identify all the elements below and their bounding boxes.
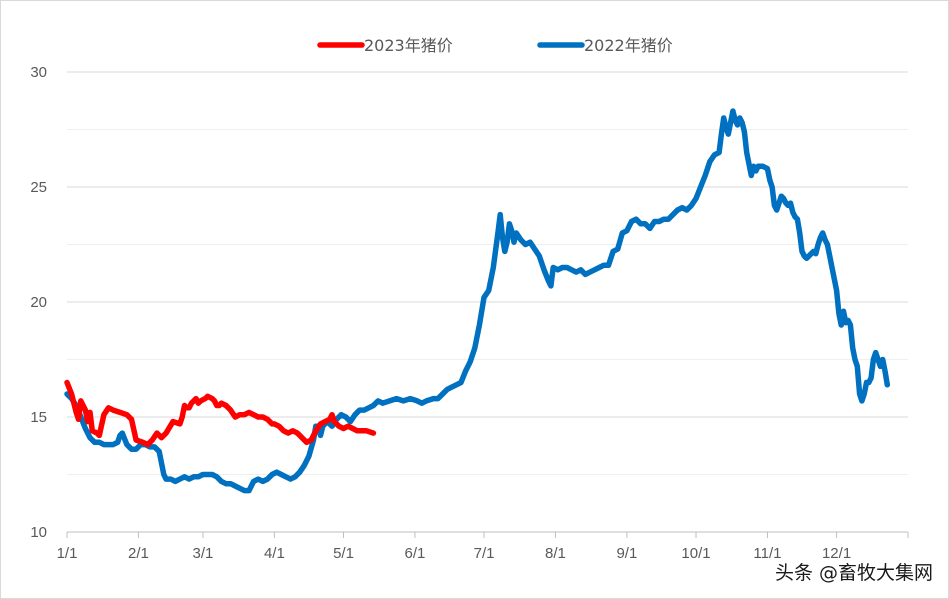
legend-label: 2023年猪价	[364, 36, 453, 55]
legend-item-2022: 2022年猪价	[537, 36, 673, 55]
x-tick-label: 6/1	[404, 545, 425, 562]
x-tick-label: 9/1	[616, 545, 637, 562]
y-tick-label: 20	[30, 294, 47, 311]
series-line-2022	[64, 108, 891, 494]
y-tick-label: 10	[30, 524, 47, 541]
x-tick-label: 8/1	[545, 545, 566, 562]
x-tick-label: 10/1	[681, 545, 710, 562]
x-tick-label: 12/1	[822, 545, 851, 562]
y-tick-label: 15	[30, 409, 47, 426]
x-tick-label: 1/1	[57, 545, 78, 562]
x-tick-label: 2/1	[128, 545, 149, 562]
x-tick-label: 11/1	[753, 545, 781, 562]
series-line-2023	[64, 379, 377, 448]
legend-item-2023: 2023年猪价	[317, 36, 453, 55]
legend: 2023年猪价 2022年猪价	[317, 36, 673, 55]
gridlines	[67, 71, 908, 475]
x-tick-label: 7/1	[474, 545, 495, 562]
watermark-text: 头条 @畜牧大集网	[774, 562, 933, 584]
axes: 10 15 20 25 30 1/1 2/1 3/1 4/1 5/1 6/1 7/1 8/1 9/1 10/…	[30, 64, 909, 562]
x-tick-label: 3/1	[193, 545, 214, 562]
y-tick-label: 30	[30, 64, 47, 81]
series-group	[64, 108, 891, 494]
x-tick-label: 5/1	[333, 545, 354, 562]
x-tick-label: 4/1	[264, 545, 285, 562]
y-tick-label: 25	[30, 179, 47, 196]
legend-label: 2022年猪价	[584, 36, 673, 55]
